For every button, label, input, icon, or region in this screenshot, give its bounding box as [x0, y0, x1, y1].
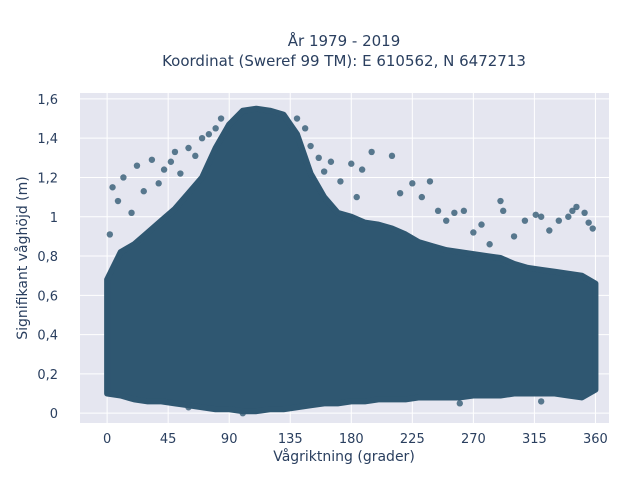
data-point [456, 400, 463, 407]
data-point [460, 207, 468, 215]
data-point [537, 398, 545, 405]
data-point [510, 233, 518, 240]
data-point [546, 227, 553, 234]
x-tick-label: 225 [400, 432, 425, 447]
data-point [171, 148, 179, 156]
data-point [368, 148, 375, 156]
data-point [478, 221, 485, 228]
data-point [177, 170, 184, 177]
data-point [114, 197, 122, 205]
data-point [521, 217, 529, 224]
data-point [217, 115, 225, 122]
data-point [337, 178, 344, 185]
data-point [185, 144, 192, 152]
data-point [500, 207, 507, 215]
x-axis-ticks: 0 45 90 135 180 225 270 315 360 [103, 432, 608, 447]
x-tick-label: 180 [339, 432, 364, 447]
data-point [537, 213, 545, 220]
data-point [486, 241, 493, 248]
data-point [185, 404, 192, 411]
y-tick-label: 0,6 [37, 289, 58, 304]
data-point [569, 207, 576, 215]
y-tick-label: 1,2 [37, 171, 58, 186]
data-point [581, 209, 588, 217]
data-point [426, 178, 434, 185]
data-point [418, 193, 426, 201]
data-point [301, 125, 309, 132]
data-point [555, 217, 563, 224]
data-point [358, 166, 366, 173]
data-point [585, 219, 592, 226]
data-point [128, 209, 135, 217]
data-point [212, 125, 219, 132]
data-point [315, 154, 322, 162]
data-point [327, 158, 335, 165]
data-point [497, 197, 504, 205]
data-point [148, 156, 156, 163]
chart-title-line2: Koordinat (Sweref 99 TM): E 610562, N 64… [162, 52, 526, 70]
y-axis-ticks: 0 0,2 0,4 0,6 0,8 1 1,2 1,4 1,6 [37, 93, 58, 422]
data-point [353, 193, 360, 201]
data-point [320, 168, 328, 175]
data-point [192, 152, 199, 160]
y-tick-label: 1,6 [37, 93, 58, 108]
data-point [133, 162, 141, 169]
data-point [167, 158, 175, 165]
x-tick-label: 315 [522, 432, 547, 447]
data-point [155, 180, 162, 187]
y-axis-label: Signifikant våghöjd (m) [14, 176, 31, 339]
data-point [160, 166, 168, 173]
data-point [396, 189, 404, 197]
chart-title-line1: År 1979 - 2019 [288, 31, 401, 50]
data-point [120, 174, 127, 181]
data-point [532, 211, 539, 218]
x-tick-label: 270 [461, 432, 486, 447]
data-point [451, 209, 458, 217]
data-point [388, 152, 396, 160]
x-tick-label: 45 [160, 432, 177, 447]
x-axis-label: Vågriktning (grader) [273, 448, 415, 465]
data-point [198, 134, 206, 142]
data-point [205, 131, 213, 138]
x-tick-label: 0 [103, 432, 111, 447]
y-tick-label: 0 [50, 407, 58, 422]
data-point [434, 207, 442, 215]
data-point [409, 180, 416, 187]
x-tick-label: 135 [278, 432, 303, 447]
data-point [589, 225, 596, 232]
data-point [470, 229, 477, 236]
data-point [565, 213, 572, 220]
y-tick-label: 0,2 [37, 368, 58, 383]
x-tick-label: 360 [583, 432, 608, 447]
data-point [443, 217, 450, 224]
y-tick-label: 0,8 [37, 250, 58, 265]
data-point [109, 184, 116, 191]
data-point [140, 188, 147, 195]
x-tick-label: 90 [221, 432, 238, 447]
y-tick-label: 1 [50, 211, 58, 226]
data-point [106, 231, 114, 238]
data-point [239, 409, 246, 417]
data-point [573, 203, 580, 211]
data-point [307, 142, 314, 150]
data-point [348, 160, 355, 167]
y-tick-label: 0,4 [37, 329, 58, 344]
dense-point-cloud [104, 105, 599, 415]
y-tick-label: 1,4 [37, 132, 58, 147]
data-points [104, 105, 599, 417]
data-point [293, 115, 301, 122]
